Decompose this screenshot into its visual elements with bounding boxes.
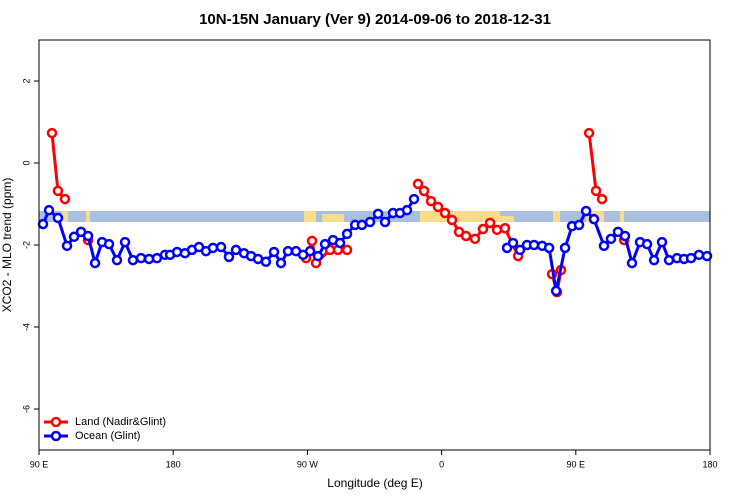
point — [693, 249, 705, 261]
point — [460, 230, 472, 242]
point — [514, 244, 526, 256]
point — [408, 193, 420, 205]
legend: Land (Nadir&Glint) Ocean (Glint) — [44, 416, 166, 442]
x-tick-label: 90 E — [567, 459, 586, 469]
point — [663, 254, 675, 266]
point — [477, 223, 489, 235]
point — [37, 218, 49, 230]
point — [605, 233, 617, 245]
point — [52, 212, 64, 224]
point — [580, 205, 592, 217]
y-axis-label: XCO2 - MLO trend (ppm) — [0, 178, 14, 313]
point — [484, 217, 496, 229]
legend-label: Land (Nadir&Glint) — [75, 416, 166, 428]
point — [626, 257, 638, 269]
point — [207, 242, 219, 254]
point — [119, 236, 131, 248]
point — [82, 230, 94, 242]
chart-title: 10N-15N January (Ver 9) 2014-09-06 to 20… — [199, 11, 551, 28]
y-tick-label: -2 — [21, 241, 31, 249]
point — [573, 219, 585, 231]
point — [641, 238, 653, 250]
point — [356, 219, 368, 231]
point — [215, 241, 227, 253]
point — [590, 185, 602, 197]
x-tick-label: 90 W — [297, 459, 319, 469]
point — [151, 252, 163, 264]
x-tick-label: 180 — [166, 459, 181, 469]
point — [341, 244, 353, 256]
point — [583, 127, 595, 139]
point — [306, 235, 318, 247]
point — [364, 216, 376, 228]
point — [432, 201, 444, 213]
point — [52, 185, 64, 197]
point — [446, 214, 458, 226]
point — [135, 252, 147, 264]
point — [412, 178, 424, 190]
x-tick-label: 180 — [702, 459, 717, 469]
point — [469, 233, 481, 245]
point — [334, 237, 346, 249]
point — [89, 257, 101, 269]
x-axis-label: Longitude (deg E) — [327, 476, 422, 490]
point — [379, 216, 391, 228]
point — [260, 256, 272, 268]
point — [588, 213, 600, 225]
y-tick-label: -6 — [21, 405, 31, 413]
point — [559, 242, 571, 254]
point — [304, 245, 316, 257]
point — [418, 185, 430, 197]
point — [103, 238, 115, 250]
point — [46, 127, 58, 139]
y-tick-label: 2 — [21, 78, 31, 83]
point — [439, 207, 451, 219]
y-tick-label: -4 — [21, 323, 31, 331]
y-tick-label: 0 — [21, 160, 31, 165]
x-tick-label: 0 — [439, 459, 444, 469]
point — [499, 222, 511, 234]
point — [68, 231, 80, 243]
point — [543, 242, 555, 254]
point — [596, 193, 608, 205]
point — [59, 193, 71, 205]
plot-frame — [38, 39, 711, 451]
legend-marker — [50, 430, 62, 442]
point — [223, 251, 235, 263]
legend-label: Ocean (Glint) — [75, 430, 140, 442]
point — [341, 228, 353, 240]
point — [372, 208, 384, 220]
point — [619, 230, 631, 242]
point — [230, 244, 242, 256]
point — [425, 195, 437, 207]
point — [550, 285, 562, 297]
point — [656, 236, 668, 248]
point — [401, 204, 413, 216]
point — [507, 237, 519, 249]
point — [319, 238, 331, 250]
point — [312, 250, 324, 262]
point — [701, 250, 713, 262]
point — [111, 254, 123, 266]
point — [282, 245, 294, 257]
point — [268, 246, 280, 258]
point — [43, 204, 55, 216]
point — [61, 240, 73, 252]
legend-marker — [50, 416, 62, 428]
point — [598, 240, 610, 252]
point — [127, 254, 139, 266]
point — [275, 257, 287, 269]
point — [528, 239, 540, 251]
point — [648, 254, 660, 266]
x-tick-label: 90 E — [30, 459, 49, 469]
